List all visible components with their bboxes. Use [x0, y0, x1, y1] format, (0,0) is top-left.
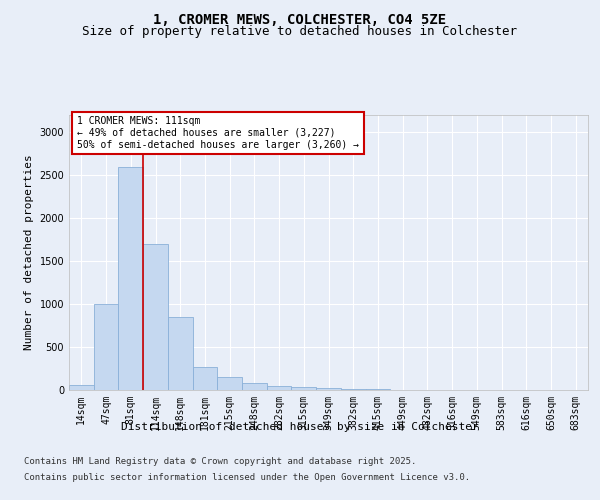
Bar [69, 385, 94, 390]
Bar [193, 367, 217, 390]
Bar [143, 244, 168, 390]
Text: 1 CROMER MEWS: 111sqm
← 49% of detached houses are smaller (3,227)
50% of semi-d: 1 CROMER MEWS: 111sqm ← 49% of detached … [77, 116, 359, 150]
Text: 1, CROMER MEWS, COLCHESTER, CO4 5ZE: 1, CROMER MEWS, COLCHESTER, CO4 5ZE [154, 12, 446, 26]
Y-axis label: Number of detached properties: Number of detached properties [24, 154, 34, 350]
Bar [168, 317, 193, 390]
Bar [217, 377, 242, 390]
Bar [341, 389, 365, 390]
Text: Distribution of detached houses by size in Colchester: Distribution of detached houses by size … [121, 422, 479, 432]
Bar [316, 388, 341, 390]
Bar [242, 383, 267, 390]
Bar [118, 166, 143, 390]
Text: Contains public sector information licensed under the Open Government Licence v3: Contains public sector information licen… [24, 472, 470, 482]
Bar [267, 386, 292, 390]
Bar [94, 304, 118, 390]
Text: Contains HM Land Registry data © Crown copyright and database right 2025.: Contains HM Land Registry data © Crown c… [24, 458, 416, 466]
Text: Size of property relative to detached houses in Colchester: Size of property relative to detached ho… [83, 25, 517, 38]
Bar [292, 388, 316, 390]
